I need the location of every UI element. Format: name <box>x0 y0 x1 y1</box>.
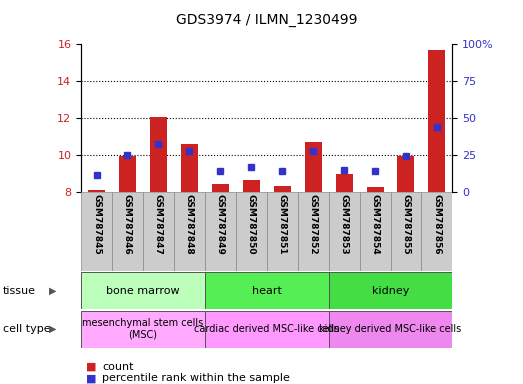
Bar <box>397 156 415 192</box>
Text: ▶: ▶ <box>49 324 56 334</box>
Text: GSM787855: GSM787855 <box>402 194 411 255</box>
Text: GSM787845: GSM787845 <box>92 194 101 255</box>
Bar <box>143 192 174 271</box>
Text: count: count <box>102 362 133 372</box>
Bar <box>243 180 260 192</box>
Text: GSM787856: GSM787856 <box>433 194 441 255</box>
Text: GSM787846: GSM787846 <box>123 194 132 255</box>
Text: cardiac derived MSC-like cells: cardiac derived MSC-like cells <box>194 324 339 334</box>
Bar <box>212 184 229 192</box>
Text: kidney derived MSC-like cells: kidney derived MSC-like cells <box>320 324 462 334</box>
Text: GSM787847: GSM787847 <box>154 194 163 255</box>
Text: GSM787849: GSM787849 <box>216 194 225 255</box>
Bar <box>298 192 328 271</box>
Bar <box>205 272 328 309</box>
Bar <box>81 272 205 309</box>
Text: cell type: cell type <box>3 324 50 334</box>
Bar <box>304 142 322 192</box>
Text: bone marrow: bone marrow <box>106 286 180 296</box>
Bar <box>328 192 360 271</box>
Text: GSM787854: GSM787854 <box>370 194 380 255</box>
Bar <box>81 311 205 348</box>
Text: kidney: kidney <box>372 286 409 296</box>
Bar <box>336 174 353 192</box>
Text: GSM787852: GSM787852 <box>309 194 317 255</box>
Bar <box>112 192 143 271</box>
Bar <box>150 117 167 192</box>
Bar <box>81 192 112 271</box>
Text: ▶: ▶ <box>49 286 56 296</box>
Text: heart: heart <box>252 286 282 296</box>
Text: ■: ■ <box>86 362 97 372</box>
Bar <box>360 192 391 271</box>
Bar <box>367 187 383 192</box>
Text: mesenchymal stem cells
(MSC): mesenchymal stem cells (MSC) <box>82 318 203 340</box>
Text: GSM787853: GSM787853 <box>339 194 349 255</box>
Bar <box>422 192 452 271</box>
Text: ■: ■ <box>86 373 97 383</box>
Bar <box>328 311 452 348</box>
Bar <box>88 190 105 192</box>
Bar <box>267 192 298 271</box>
Bar <box>274 187 291 192</box>
Bar <box>205 311 328 348</box>
Text: tissue: tissue <box>3 286 36 296</box>
Bar <box>181 144 198 192</box>
Bar <box>236 192 267 271</box>
Bar <box>328 272 452 309</box>
Bar <box>428 50 446 192</box>
Bar <box>205 192 236 271</box>
Bar <box>174 192 205 271</box>
Text: GSM787848: GSM787848 <box>185 194 194 255</box>
Text: percentile rank within the sample: percentile rank within the sample <box>102 373 290 383</box>
Text: GDS3974 / ILMN_1230499: GDS3974 / ILMN_1230499 <box>176 13 358 27</box>
Text: GSM787851: GSM787851 <box>278 194 287 255</box>
Bar <box>119 156 136 192</box>
Bar <box>391 192 422 271</box>
Text: GSM787850: GSM787850 <box>247 194 256 255</box>
